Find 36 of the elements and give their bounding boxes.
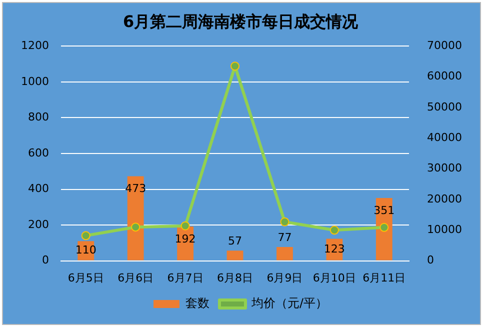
- bar: [226, 250, 244, 260]
- y2-tick-label: 50000: [427, 100, 462, 114]
- y-tick-label: 1200: [20, 39, 49, 52]
- point: [230, 62, 240, 71]
- y-tick-label: 0: [42, 254, 49, 267]
- x-tick-label: 6月6日: [118, 271, 154, 284]
- data-label: 77: [278, 230, 292, 244]
- y2-tick-label: 40000: [427, 131, 462, 144]
- x-tick-label: 6月8日: [217, 271, 253, 284]
- x-tick-label: 6月10日: [312, 271, 356, 284]
- y2-tick-label: 30000: [427, 162, 462, 175]
- y2-tick-label: 0: [427, 254, 434, 267]
- point: [380, 222, 389, 232]
- point: [81, 231, 90, 240]
- bar: [276, 247, 293, 260]
- legend-label: 均价（元/平）: [250, 296, 328, 310]
- point: [131, 222, 140, 232]
- y2-tick-label: 70000: [427, 39, 462, 52]
- y2-tick-label: 10000: [427, 223, 462, 236]
- y-tick-label: 600: [28, 146, 49, 160]
- x-tick-label: 6月5日: [68, 271, 104, 284]
- y-tick-label: 400: [28, 182, 49, 196]
- point: [280, 217, 290, 226]
- y-tick-label: 800: [28, 110, 49, 124]
- chart-title: 6月第二周海南楼市每日成交情况: [122, 12, 360, 31]
- point: [180, 221, 190, 230]
- y-tick-label: 200: [28, 218, 49, 231]
- point: [330, 226, 339, 235]
- data-label: 57: [228, 234, 242, 248]
- y-tick-label: 1000: [20, 74, 49, 88]
- x-tick-label: 6月7日: [167, 271, 204, 284]
- x-tick-label: 6月11日: [362, 271, 406, 284]
- y2-tick-label: 60000: [427, 70, 462, 83]
- legend-label: 套数: [185, 296, 210, 310]
- y2-tick-label: 20000: [427, 192, 462, 206]
- x-tick-label: 6月9日: [266, 271, 303, 284]
